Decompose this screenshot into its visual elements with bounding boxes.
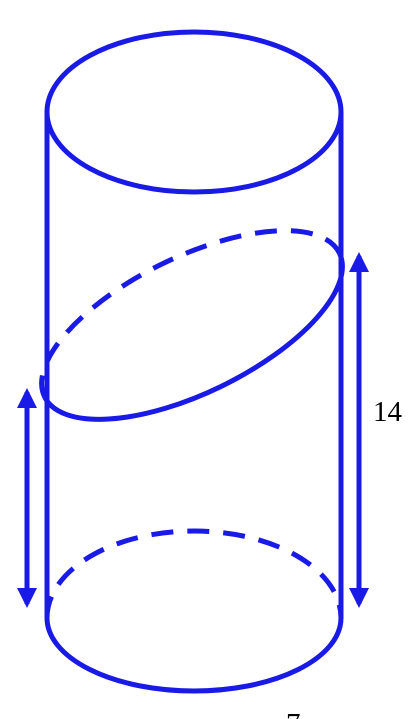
bottom-ellipse-hidden-arc xyxy=(44,528,344,619)
slanted-section-visible-arc xyxy=(42,252,345,422)
bottom-partial-label: 7 xyxy=(286,708,301,719)
slanted-section-hidden-arc xyxy=(39,228,342,398)
bottom-ellipse-visible-arc xyxy=(44,617,344,694)
right-height-label: 14 xyxy=(373,396,403,428)
top-ellipse xyxy=(44,29,344,195)
